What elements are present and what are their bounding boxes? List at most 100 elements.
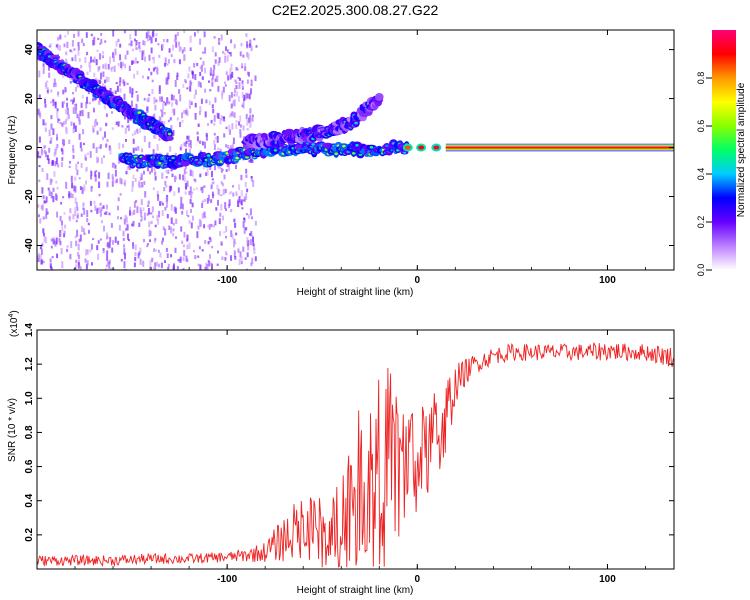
heatmap-noise-cell [152, 135, 155, 139]
heatmap-noise-cell [72, 127, 75, 134]
heatmap-noise-cell [174, 247, 177, 253]
heatmap-noise-cell [125, 228, 128, 231]
heatmap-noise-cell [69, 208, 72, 214]
heatmap-noise-cell [63, 100, 66, 105]
heatmap-noise-cell [250, 176, 253, 179]
heatmap-noise-cell [105, 122, 108, 127]
heatmap-noise-cell [181, 112, 184, 119]
heatmap-noise-cell [248, 117, 250, 124]
heatmap-noise-cell [123, 180, 126, 187]
heatmap-noise-cell [225, 251, 227, 254]
heatmap-noise-cell [77, 31, 80, 37]
heatmap-noise-cell [80, 148, 83, 152]
heatmap-noise-cell [107, 242, 110, 249]
heatmap-noise-cell [221, 256, 224, 260]
heatmap-noise-cell [183, 110, 186, 114]
heatmap-noise-cell [251, 160, 254, 163]
heatmap-noise-cell [84, 258, 87, 263]
heatmap-noise-cell [168, 225, 171, 230]
heatmap-noise-cell [46, 173, 49, 180]
snr-x-ticks: -100 0 100 [36, 330, 646, 585]
heatmap-noise-cell [250, 231, 253, 237]
heatmap-noise-cell [255, 45, 258, 48]
heatmap-noise-cell [124, 215, 127, 219]
heatmap-noise-cell [68, 191, 71, 197]
heatmap-noise-cell [142, 260, 145, 267]
heatmap-noise-cell [179, 259, 182, 263]
x-tick-label: -100 [217, 275, 237, 286]
heatmap-noise-cell [146, 244, 149, 248]
heatmap-noise-cell [74, 86, 77, 92]
heatmap-noise-cell [73, 48, 76, 51]
heatmap-noise-cell [156, 214, 159, 221]
heatmap-noise-cell [236, 91, 239, 97]
spectrogram-y-ticks: -40 -20 0 20 40 [24, 44, 674, 253]
heatmap-noise-cell [160, 109, 163, 112]
heatmap-noise-cell [147, 30, 150, 38]
heatmap-noise-cell [194, 255, 197, 259]
heatmap-noise-cell [156, 66, 159, 72]
heatmap-noise-cell [117, 62, 120, 67]
heatmap-noise-cell [193, 250, 195, 253]
heatmap-noise-cell [116, 85, 119, 92]
heatmap-noise-cell [244, 257, 247, 260]
heatmap-noise-cell [167, 263, 170, 268]
heatmap-noise-cell [238, 77, 241, 81]
heatmap-noise-cell [245, 168, 248, 174]
heatmap-noise-cell [142, 75, 144, 79]
heatmap-noise-cell [38, 253, 40, 259]
heatmap-noise-cell [220, 115, 223, 121]
heatmap-noise-cell [153, 97, 156, 104]
heatmap-noise-cell [233, 218, 236, 223]
heatmap-noise-cell [133, 73, 136, 79]
heatmap-noise-cell [213, 144, 216, 150]
heatmap-noise-cell [197, 255, 200, 258]
heatmap-noise-cell [59, 240, 62, 246]
heatmap-noise-cell [204, 88, 207, 93]
heatmap-noise-cell [99, 80, 102, 84]
heatmap-noise-cell [197, 30, 200, 34]
heatmap-noise-cell [140, 199, 143, 205]
heatmap-noise-cell [118, 81, 121, 87]
heatmap-noise-cell [147, 97, 150, 103]
heatmap-noise-cell [56, 187, 59, 190]
heatmap-noise-cell [170, 254, 173, 258]
heatmap-noise-cell [241, 65, 244, 69]
heatmap-noise-cell [187, 135, 190, 142]
heatmap-noise-cell [78, 116, 81, 121]
heatmap-noise-cell [131, 60, 133, 65]
heatmap-noise-cell [162, 43, 165, 49]
heatmap-noise-cell [164, 260, 166, 263]
heatmap-noise-cell [134, 130, 137, 136]
heatmap-noise-cell [125, 216, 128, 223]
heatmap-noise-cell [117, 240, 120, 245]
heatmap-noise-cell [148, 141, 151, 148]
heatmap-noise-cell [239, 251, 242, 258]
heatmap-noise-cell [41, 187, 44, 194]
heatmap-noise-cell [90, 56, 92, 63]
heatmap-noise-cell [73, 185, 76, 192]
heatmap-noise-cell [222, 169, 224, 172]
heatmap-noise-cell [225, 235, 227, 239]
heatmap-noise-cell [102, 136, 104, 141]
heatmap-noise-cell [149, 170, 151, 175]
heatmap-noise-cell [53, 239, 56, 245]
heatmap-noise-cell [246, 79, 249, 84]
heatmap-noise-cell [87, 222, 90, 226]
heatmap-noise-cell [134, 30, 137, 36]
heatmap-noise-cell [202, 61, 205, 66]
heatmap-noise-cell [143, 238, 145, 243]
heatmap-noise-cell [77, 46, 80, 51]
heatmap-noise-cell [114, 179, 117, 184]
heatmap-noise-cell [62, 89, 65, 95]
heatmap-noise-cell [173, 191, 176, 196]
heatmap-noise-cell [136, 70, 139, 76]
heatmap-noise-cell [134, 256, 137, 262]
heatmap-noise-cell [185, 148, 187, 154]
heatmap-noise-cell [68, 165, 71, 168]
heatmap-noise-cell [135, 47, 138, 51]
heatmap-noise-cell [213, 64, 216, 70]
heatmap-noise-cell [52, 98, 55, 103]
heatmap-noise-cell [132, 147, 135, 154]
heatmap-noise-cell [140, 216, 143, 220]
